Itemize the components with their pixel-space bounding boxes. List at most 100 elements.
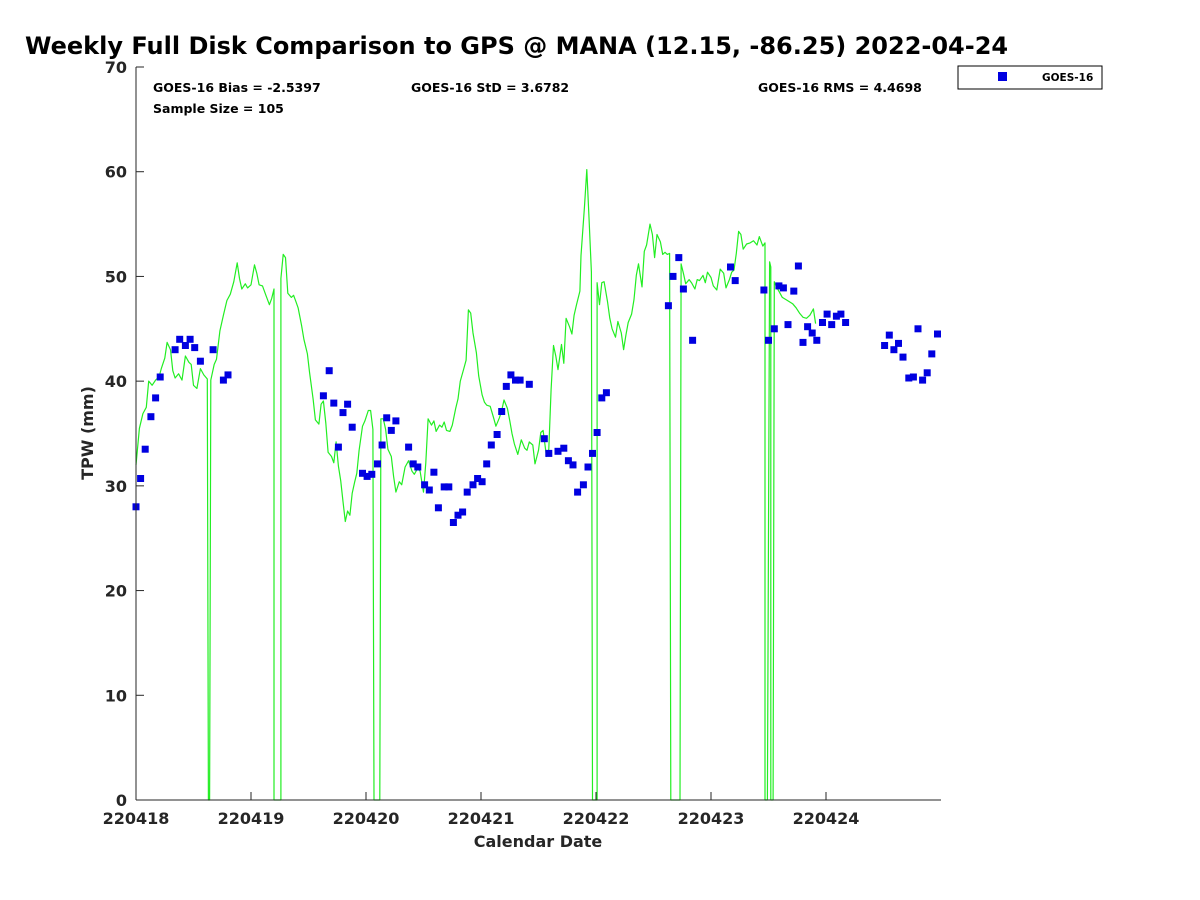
goes16-point-76 [765, 336, 772, 344]
goes16-point-101 [919, 376, 927, 384]
bias-stat: GOES-16 Bias = -2.5397 [153, 80, 321, 95]
goes16-point-89 [828, 321, 836, 329]
x-tick-label-5: 220423 [678, 809, 745, 828]
y-tick-label-50: 50 [105, 267, 127, 286]
goes16-point-67 [602, 389, 610, 397]
goes16-point-38 [445, 483, 453, 491]
goes16-point-72 [689, 336, 697, 344]
goes16-point-86 [813, 336, 821, 344]
goes16-point-40 [454, 511, 462, 519]
goes16-point-52 [512, 376, 519, 384]
goes16-point-36 [434, 504, 442, 512]
sample-size-stat: Sample Size = 105 [153, 101, 284, 116]
goes16-point-91 [837, 310, 845, 318]
goes16-point-74 [731, 277, 739, 285]
x-tick-label-3: 220421 [448, 809, 515, 828]
goes16-point-55 [540, 435, 548, 443]
goes16-point-22 [359, 469, 366, 477]
goes16-point-46 [483, 460, 491, 468]
plot-background [136, 67, 941, 800]
goes16-point-78 [775, 282, 783, 290]
goes16-point-83 [799, 338, 807, 346]
goes16-point-15 [319, 392, 327, 400]
goes16-point-82 [794, 262, 802, 270]
goes16-point-56 [545, 449, 553, 457]
goes16-point-26 [378, 441, 386, 449]
plot-area [136, 67, 941, 800]
goes16-point-85 [808, 329, 816, 337]
x-tick-label-1: 220419 [218, 809, 285, 828]
goes16-point-9 [186, 335, 194, 343]
x-axis-label: Calendar Date [474, 832, 603, 851]
goes16-point-33 [421, 481, 429, 489]
goes16-point-64 [589, 449, 596, 457]
goes16-point-94 [885, 331, 893, 339]
goes16-point-14 [224, 371, 232, 379]
x-tick-label-6: 220424 [793, 809, 860, 828]
goes16-point-13 [219, 376, 227, 384]
goes16-point-93 [881, 342, 889, 349]
goes16-point-12 [209, 346, 217, 354]
goes16-point-7 [176, 335, 184, 343]
goes16-point-32 [414, 463, 422, 471]
goes16-point-53 [516, 376, 524, 384]
goes16-point-103 [928, 350, 936, 358]
goes16-point-68 [664, 302, 672, 310]
gps-line-layer [135, 169, 817, 801]
goes16-point-1 [137, 475, 145, 482]
legend: GOES-16 [957, 65, 1103, 90]
goes16-point-66 [598, 394, 606, 402]
goes16-point-41 [459, 508, 467, 516]
goes16-point-37 [440, 483, 448, 491]
gps-tpw-line [135, 169, 817, 801]
y-tick-label-60: 60 [105, 163, 127, 182]
goes16-point-99 [909, 373, 917, 381]
legend-marker [998, 72, 1007, 81]
goes16-point-28 [387, 426, 395, 434]
goes16-point-49 [498, 408, 506, 415]
x-tick-label-2: 220420 [333, 809, 400, 828]
goes16-point-27 [383, 414, 391, 422]
goes16-point-90 [832, 312, 840, 320]
goes16-point-84 [804, 323, 812, 331]
y-tick-label-70: 70 [105, 58, 127, 77]
goes16-point-98 [905, 374, 913, 382]
goes16-point-77 [770, 325, 778, 333]
goes16-point-58 [560, 444, 568, 452]
goes16-point-45 [478, 478, 486, 486]
goes16-point-25 [374, 460, 381, 468]
goes16-point-21 [348, 423, 356, 431]
goes16-point-24 [368, 470, 376, 478]
goes16-point-44 [474, 475, 482, 482]
goes16-point-96 [895, 339, 902, 347]
goes16-point-10 [191, 344, 199, 352]
goes16-point-3 [147, 413, 155, 421]
goes16-point-88 [823, 310, 831, 318]
goes16-point-80 [784, 321, 792, 329]
goes16-point-50 [502, 382, 510, 390]
goes16-point-19 [339, 409, 347, 417]
goes16-point-8 [181, 342, 189, 349]
goes16-point-104 [934, 330, 941, 338]
rms-stat: GOES-16 RMS = 4.4698 [758, 80, 922, 95]
goes16-point-97 [899, 353, 907, 361]
goes16-point-57 [554, 447, 562, 455]
goes16-point-39 [449, 519, 457, 526]
legend-box [957, 65, 1103, 90]
std-stat: GOES-16 StD = 3.6782 [411, 80, 569, 95]
chart-title: Weekly Full Disk Comparison to GPS @ MAN… [25, 32, 1008, 60]
y-tick-label-20: 20 [105, 582, 127, 601]
goes16-point-43 [469, 481, 477, 489]
goes16-point-29 [392, 417, 400, 425]
x-tick-label-4: 220422 [563, 809, 630, 828]
goes16-points-layer [132, 254, 941, 526]
y-tick-label-10: 10 [105, 686, 127, 705]
goes16-point-4 [152, 394, 160, 402]
axes: 0 10 20 30 40 50 60 70 220418 220419 220420 220421 2… [103, 58, 941, 828]
y-tick-label-0: 0 [116, 791, 127, 810]
goes16-point-61 [574, 488, 582, 496]
goes16-point-75 [760, 286, 768, 294]
goes16-point-62 [579, 481, 587, 489]
goes16-point-23 [363, 472, 371, 480]
goes16-point-69 [669, 272, 677, 280]
